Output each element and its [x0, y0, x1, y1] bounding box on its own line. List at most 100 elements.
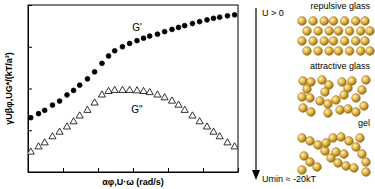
particle: [303, 27, 312, 36]
particle: [352, 143, 361, 152]
y-tick-mark: [28, 130, 32, 131]
data-point: [57, 99, 62, 104]
data-point: [225, 13, 230, 18]
particle: [345, 27, 354, 36]
potential-label: Umin ≈ -20kT: [262, 174, 316, 184]
particle: [348, 77, 357, 86]
potential-label: U > 0: [262, 8, 284, 18]
data-point: [211, 16, 216, 21]
particle: [309, 37, 318, 46]
data-point: [205, 17, 210, 22]
particle: [334, 27, 343, 36]
particle: [360, 102, 369, 111]
data-point: [76, 112, 83, 118]
particle: [336, 106, 345, 115]
x-axis: [29, 168, 239, 173]
state-label: repulsive glass: [310, 1, 370, 11]
particle: [298, 17, 307, 26]
x-axis-title: αφ,U·ω (rad/s): [102, 177, 164, 187]
x-tick: [63, 168, 64, 172]
data-point: [203, 123, 210, 129]
y-tick-mark: [28, 47, 32, 48]
data-point: [155, 32, 160, 37]
particle: [329, 17, 338, 26]
y-tick: [28, 89, 32, 90]
data-point: [100, 61, 105, 66]
figure: αφ,U·ω (rad/s)γUβφ,UG*/(kT/a³)G'G"U > 0U…: [0, 0, 375, 189]
data-point: [36, 111, 41, 116]
particle: [361, 37, 370, 46]
particle: [314, 141, 323, 150]
plot-frame: [28, 5, 238, 172]
particle: [314, 47, 323, 56]
state-label: gel: [358, 118, 370, 128]
particle: [334, 159, 343, 168]
data-point: [126, 86, 133, 92]
data-point: [146, 88, 153, 94]
particle: [321, 88, 330, 97]
y-tick-mark: [28, 172, 32, 173]
arrow-head: [252, 170, 260, 180]
particle: [298, 134, 307, 143]
x-tick: [133, 168, 134, 172]
x-axis-line: [29, 172, 239, 173]
particle: [320, 17, 329, 26]
data-point: [49, 133, 56, 139]
particle: [366, 27, 375, 36]
data-point: [77, 83, 82, 88]
plot-area: [28, 12, 238, 154]
particle: [320, 37, 329, 46]
x-tick-mark: [203, 168, 204, 172]
particle: [299, 104, 308, 113]
particle: [298, 37, 307, 46]
y-tick: [28, 172, 32, 173]
particle: [362, 76, 371, 85]
particle: [361, 17, 370, 26]
particle: [351, 17, 360, 26]
particle: [340, 17, 349, 26]
y-tick: [28, 5, 32, 6]
data-point: [120, 44, 125, 49]
data-point: [92, 69, 97, 74]
series-0: [28, 12, 237, 120]
particle: [298, 93, 307, 102]
data-point: [119, 86, 126, 92]
particle: [314, 27, 323, 36]
particle: [303, 85, 312, 94]
particle: [298, 166, 307, 175]
particle: [356, 134, 365, 143]
particle: [358, 86, 367, 95]
data-point: [56, 128, 63, 134]
data-point: [182, 23, 187, 28]
particle: [350, 164, 359, 173]
data-point: [232, 12, 237, 17]
data-point: [65, 93, 70, 98]
particle: [307, 108, 316, 117]
data-point: [147, 34, 152, 39]
particle: [356, 27, 365, 36]
data-point: [231, 143, 238, 149]
x-tick-mark: [98, 168, 99, 172]
particle: [309, 17, 318, 26]
data-point: [84, 106, 91, 112]
y-axis: [28, 6, 32, 173]
particle: [362, 158, 371, 167]
particle: [325, 27, 334, 36]
state-label: attractive glass: [310, 61, 371, 71]
particle: [362, 168, 371, 177]
data-point: [181, 106, 188, 112]
data-point: [141, 36, 146, 41]
data-point: [190, 21, 195, 26]
particle: [316, 97, 325, 106]
particle: [321, 147, 330, 156]
arrow-shaft: [255, 8, 256, 176]
data-point: [170, 27, 175, 32]
y-tick: [28, 130, 32, 131]
data-point: [216, 133, 223, 139]
data-point: [217, 15, 222, 20]
data-point: [175, 101, 182, 107]
particle: [325, 47, 334, 56]
particle-group: [298, 133, 371, 177]
series-label: G": [131, 104, 143, 115]
data-point: [161, 94, 168, 100]
